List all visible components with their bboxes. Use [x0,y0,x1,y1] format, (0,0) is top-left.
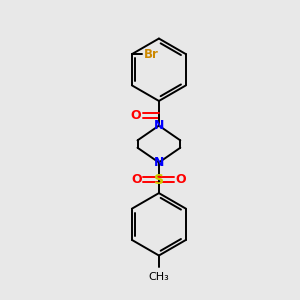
Text: N: N [154,119,164,132]
Text: Br: Br [144,48,159,61]
Text: S: S [154,173,164,187]
Text: O: O [130,109,141,122]
Text: N: N [154,156,164,169]
Text: CH₃: CH₃ [148,272,169,282]
Text: O: O [132,173,142,186]
Text: O: O [176,173,186,186]
